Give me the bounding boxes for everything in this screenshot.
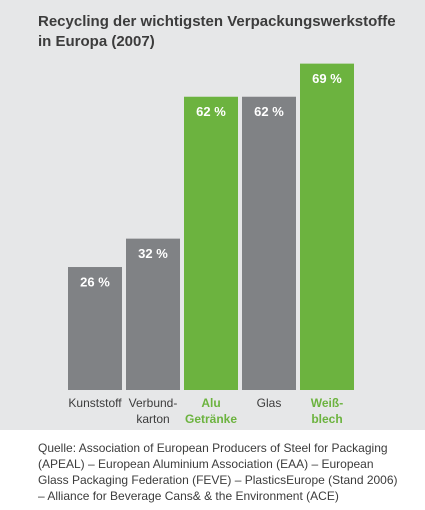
category-label: Alu Getränke (184, 396, 238, 426)
category-label: Glas (256, 396, 282, 410)
chart-title: Recycling der wichtigsten Verpackungswer… (38, 13, 396, 50)
source-note: Quelle: Association of European Producer… (38, 441, 398, 503)
bar (126, 238, 180, 390)
chart: 26 % 32 % 62 % 62 % 69 % (68, 63, 354, 391)
category-label: Weiß- blech (310, 396, 344, 426)
category-label: Kunststoff (68, 396, 122, 410)
bar (184, 96, 238, 391)
value-label: 32 % (138, 246, 168, 261)
bar (68, 267, 122, 390)
category-label: Verbund- karton (128, 396, 178, 426)
bar (242, 96, 296, 391)
value-label: 62 % (254, 104, 284, 119)
value-label: 69 % (312, 71, 342, 86)
bar (300, 63, 354, 390)
value-label: 62 % (196, 104, 226, 119)
value-label: 26 % (80, 274, 110, 289)
